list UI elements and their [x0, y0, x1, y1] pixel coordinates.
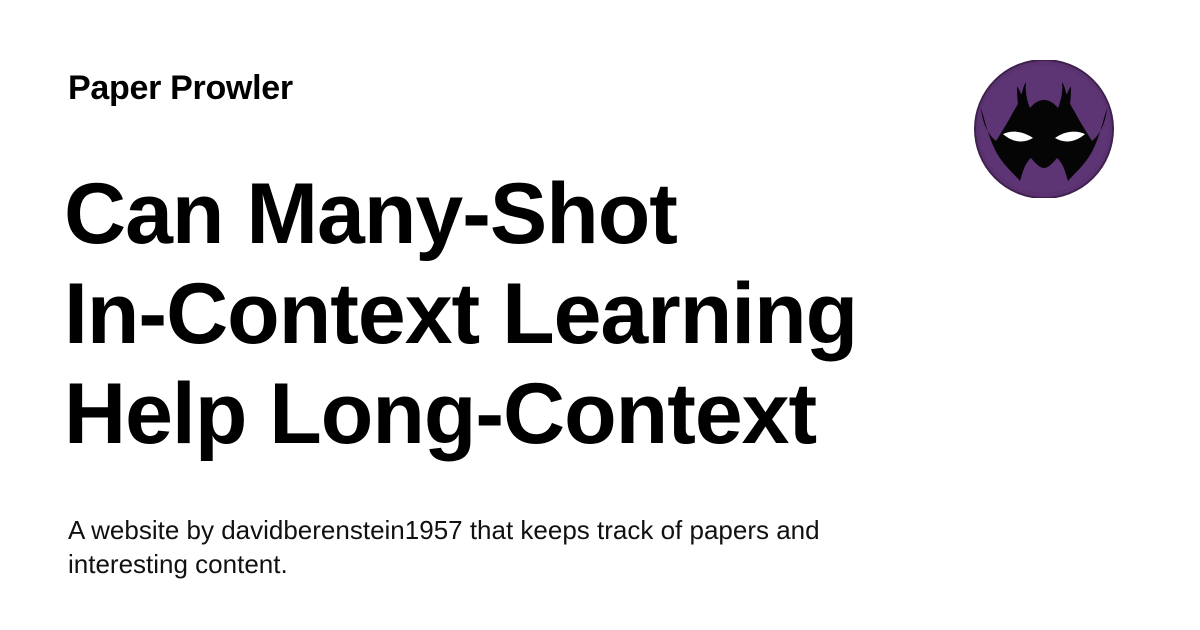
- article-title-line-1: Can Many-Shot: [64, 166, 678, 262]
- article-title-line-3: Help Long-Context: [64, 366, 817, 462]
- site-description: A website by davidberenstein1957 that ke…: [68, 515, 820, 579]
- article-title: Can Many-Shot In-Context Learning Help L…: [64, 164, 944, 464]
- site-name: Paper Prowler: [68, 69, 293, 107]
- masked-face-logo-icon: [973, 60, 1115, 198]
- article-title-line-2: In-Context Learning: [64, 266, 858, 362]
